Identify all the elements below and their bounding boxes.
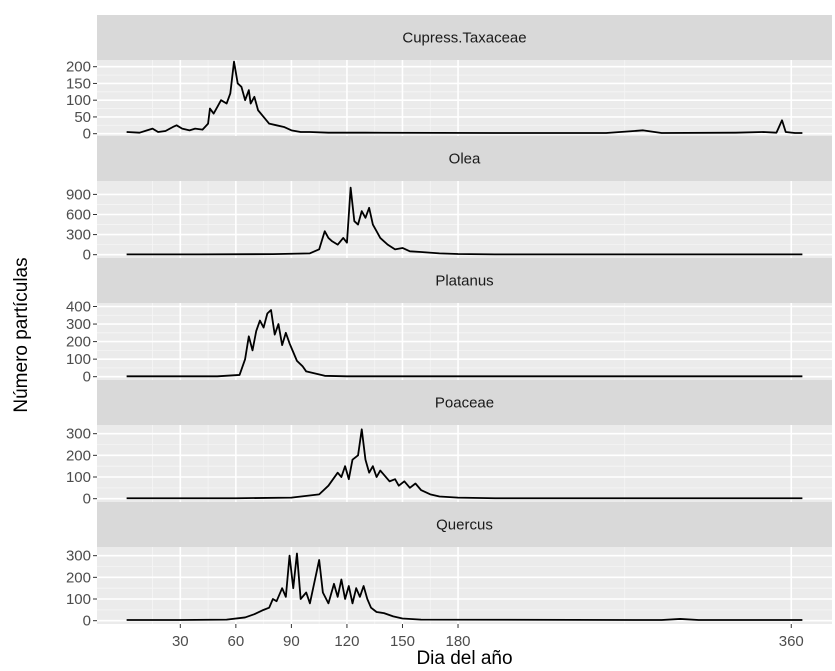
facet-strip — [97, 380, 832, 425]
series-line-quercus — [126, 552, 803, 621]
facet-panel — [97, 425, 832, 502]
facet-strip-label: Olea — [449, 151, 481, 168]
series-line-cupress-taxaceae — [126, 60, 803, 134]
y-tick-label: 300 — [66, 227, 91, 244]
y-tick-label: 100 — [66, 351, 91, 368]
series-line-poaceae — [126, 428, 803, 500]
y-tick-label: 100 — [66, 591, 91, 608]
facet-strip-label: Quercus — [436, 517, 493, 534]
y-tick-label: 300 — [66, 548, 91, 565]
y-tick-label: 200 — [66, 447, 91, 464]
y-tick-label: 0 — [83, 613, 91, 630]
y-axis-title: Número partículas — [11, 257, 32, 412]
facet-strip-label: Platanus — [435, 273, 493, 290]
y-tick-label: 900 — [66, 186, 91, 203]
x-tick-label: 150 — [390, 633, 415, 650]
x-tick-label: 60 — [228, 633, 245, 650]
y-tick-label: 200 — [66, 59, 91, 76]
facet-strip — [97, 258, 832, 303]
x-tick-label: 360 — [779, 633, 804, 650]
series-line-olea — [126, 186, 803, 256]
x-tick-label: 30 — [172, 633, 189, 650]
y-tick-label: 150 — [66, 75, 91, 92]
facet-panel — [97, 181, 832, 258]
y-tick-label: 0 — [83, 369, 91, 386]
facet-strip-label: Poaceae — [435, 395, 494, 412]
y-tick-label: 300 — [66, 426, 91, 443]
y-tick-label: 200 — [66, 569, 91, 586]
y-tick-label: 0 — [83, 126, 91, 143]
facet-panel — [97, 60, 832, 137]
x-tick-label: 120 — [334, 633, 359, 650]
facet-strip-label: Cupress.Taxaceae — [402, 30, 526, 47]
y-tick-label: 0 — [83, 247, 91, 264]
x-tick-label: 180 — [446, 633, 471, 650]
y-tick-label: 100 — [66, 92, 91, 109]
facet-strip — [97, 136, 832, 181]
y-tick-label: 600 — [66, 206, 91, 223]
facet-panel — [97, 547, 832, 624]
y-tick-label: 200 — [66, 334, 91, 351]
facet-strip — [97, 15, 832, 60]
y-tick-label: 300 — [66, 316, 91, 333]
series-line-platanus — [126, 309, 803, 378]
facet-strip — [97, 502, 832, 547]
y-tick-label: 0 — [83, 491, 91, 508]
x-tick-label: 90 — [283, 633, 300, 650]
y-tick-label: 400 — [66, 299, 91, 316]
y-tick-label: 50 — [74, 109, 91, 126]
y-tick-label: 100 — [66, 469, 91, 486]
x-axis-title: Dia del año — [416, 648, 512, 669]
